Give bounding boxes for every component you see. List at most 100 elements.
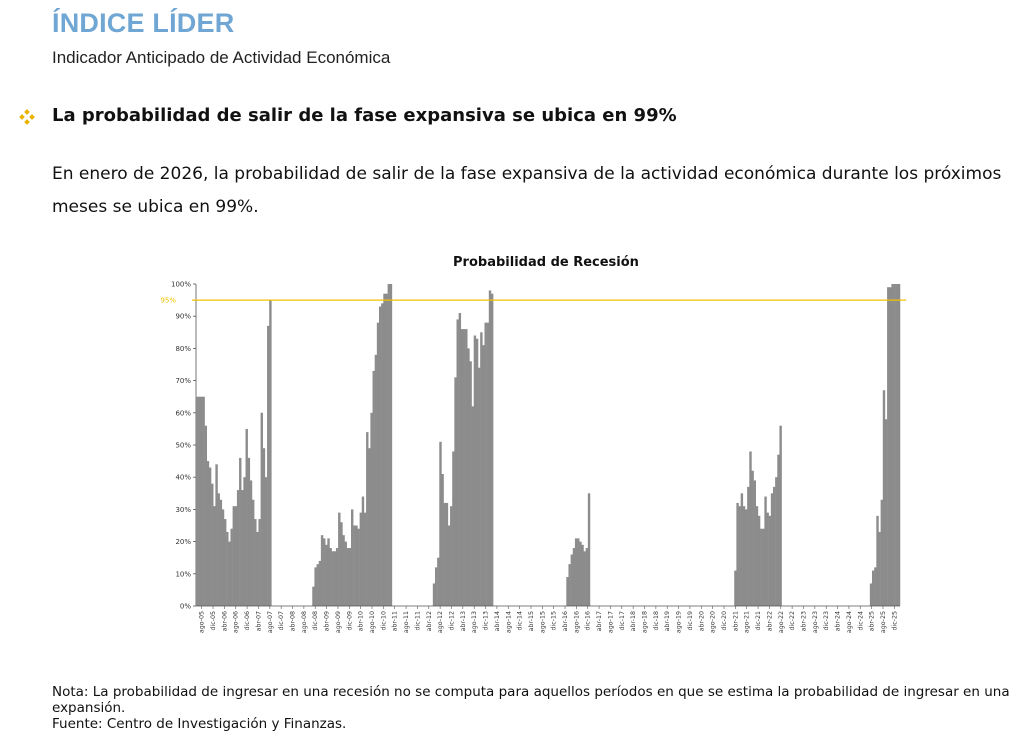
bar [342, 535, 345, 606]
bar [381, 303, 384, 606]
bar [234, 506, 238, 606]
bar [443, 502, 446, 606]
x-tick-label: dic-05 [210, 611, 217, 631]
bar [217, 493, 220, 606]
y-tick-label: 100% [171, 281, 191, 289]
threshold-line-group: 95% [160, 297, 906, 305]
bar [262, 448, 266, 606]
bar [325, 544, 328, 606]
bar [353, 525, 356, 606]
bar [869, 583, 873, 606]
bar [329, 548, 332, 606]
x-axis: ago-05 dic-05 abr-06 ago-06 dic-06 abr-07 ago-… [196, 605, 900, 633]
bar [744, 509, 748, 606]
y-tick-label: 40% [175, 474, 191, 482]
bar [316, 564, 319, 606]
bar [872, 570, 875, 606]
bar [198, 396, 201, 606]
bar [579, 541, 582, 606]
bar [490, 293, 494, 606]
bar [372, 370, 375, 606]
bar [577, 538, 580, 606]
bar [779, 425, 782, 606]
bar [389, 284, 393, 606]
bar [768, 515, 772, 606]
bar [891, 284, 894, 606]
x-tick-label: abr-09 [324, 611, 331, 631]
bar [351, 509, 354, 606]
bar [874, 567, 877, 606]
x-tick-label: ago-18 [642, 611, 649, 633]
bar [368, 448, 371, 606]
footnote-source: Fuente: Centro de Investigación y Finanz… [52, 716, 347, 732]
x-tick-label: ago-17 [607, 611, 614, 633]
x-tick-label: ago-25 [880, 611, 887, 633]
x-tick-label: ago-21 [744, 611, 751, 633]
bar [755, 506, 759, 606]
x-tick-label: dic-19 [687, 611, 694, 631]
x-tick-label: abr-14 [494, 611, 501, 631]
bar [344, 541, 347, 606]
bar [357, 528, 360, 606]
bar [762, 528, 765, 606]
bar [482, 345, 485, 606]
bar [219, 499, 223, 606]
bar [312, 586, 315, 606]
x-tick-label: ago-08 [301, 611, 308, 633]
bar [764, 496, 767, 606]
y-tick-label: 90% [175, 313, 191, 321]
bar [447, 525, 451, 606]
bar [247, 457, 251, 606]
x-tick-label: ago-16 [573, 611, 580, 633]
bar [772, 486, 776, 606]
bar [570, 554, 574, 606]
x-tick-label: abr-13 [460, 611, 467, 631]
x-tick-label: dic-11 [414, 611, 421, 631]
y-tick-label: 20% [175, 538, 191, 546]
bar [258, 519, 261, 606]
bar [213, 506, 216, 606]
bar [236, 490, 240, 606]
bar [439, 441, 442, 606]
x-tick-label: dic-23 [823, 611, 830, 631]
bar [239, 457, 242, 606]
bar [465, 329, 468, 606]
y-tick-label: 50% [175, 442, 191, 450]
page-title: ÍNDICE LÍDER [52, 8, 235, 38]
footnote-note: Nota: La probabilidad de ingresar en una… [52, 684, 1010, 716]
bar [478, 367, 481, 606]
bar [876, 515, 879, 606]
bar [452, 451, 455, 606]
bar [473, 335, 477, 606]
bar [450, 506, 453, 606]
bar [204, 425, 208, 606]
bar [256, 531, 259, 606]
x-tick-label: abr-15 [528, 611, 535, 631]
bar [574, 538, 578, 606]
bar [887, 287, 890, 606]
bar [223, 519, 227, 606]
x-tick-label: ago-14 [505, 611, 512, 633]
y-tick-label: 70% [175, 377, 191, 385]
x-tick-label: ago-19 [676, 611, 683, 633]
threshold-label: 95% [160, 297, 176, 305]
x-tick-label: dic-21 [755, 611, 762, 631]
x-tick-label: ago-20 [710, 611, 717, 633]
x-tick-label: abr-07 [255, 611, 262, 631]
x-tick-label: ago-05 [199, 611, 206, 633]
bar [583, 551, 586, 606]
bar [475, 338, 479, 606]
bar [777, 454, 780, 606]
bar [462, 329, 466, 606]
y-tick-label: 0% [180, 603, 191, 611]
bar [200, 396, 203, 606]
bar [738, 506, 741, 606]
bar [587, 493, 591, 606]
bar [747, 486, 750, 606]
bar [734, 570, 737, 606]
bar [488, 290, 492, 606]
x-tick-label: abr-20 [698, 611, 705, 631]
bar [379, 306, 382, 606]
recession-probability-chart: Probabilidad de Recesión 0% 10% 20% 30% 40% 5… [160, 255, 906, 633]
bar [757, 515, 761, 606]
